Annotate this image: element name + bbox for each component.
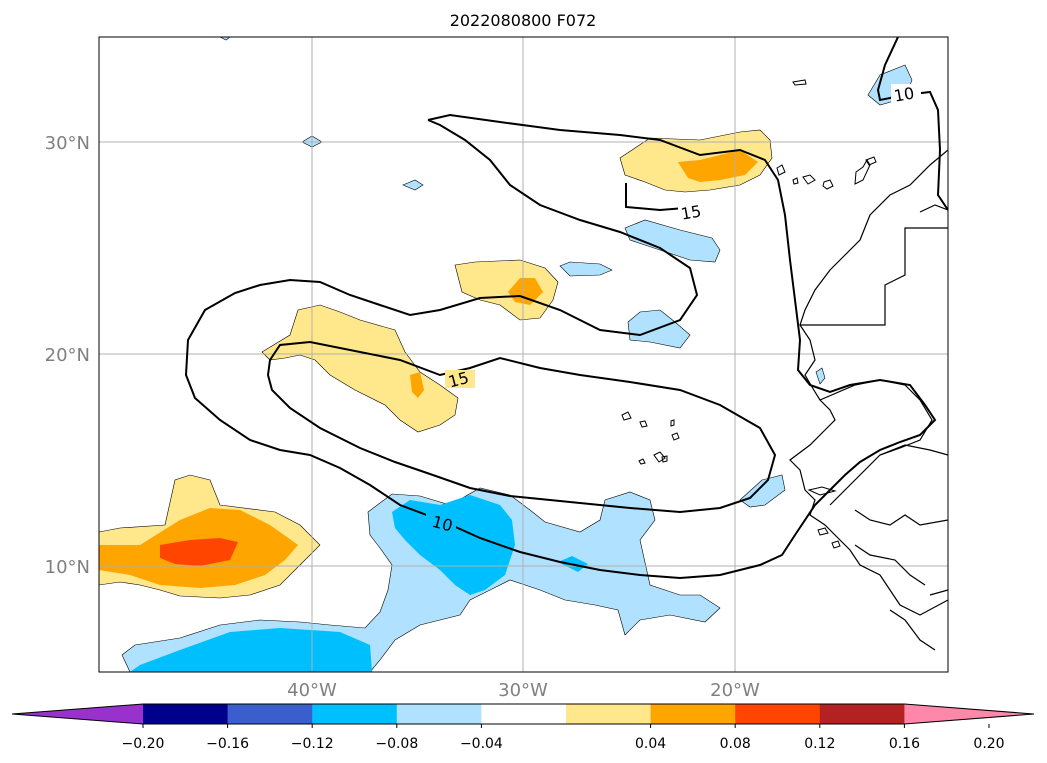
- lon-label-40w: 40°W: [287, 680, 337, 701]
- lat-label-30n: 30°N: [45, 133, 90, 154]
- map-panel: 15 15 10 10: [99, 37, 948, 672]
- colorbar-tick-label: −0.08: [375, 736, 418, 752]
- colorbar-tick-label: 0.16: [889, 736, 920, 752]
- colorbar-segment: [143, 704, 229, 724]
- colorbar-tick-label: −0.16: [206, 736, 249, 752]
- gridlines: [99, 37, 948, 672]
- colorbar-tick-label: 0.08: [720, 736, 751, 752]
- colorbar-segment: [650, 704, 736, 724]
- colorbar-segment: [312, 704, 398, 724]
- colorbar-segment: [735, 704, 821, 724]
- contour-label-group: 15 15 10 10: [426, 83, 921, 535]
- colorbar-tick-label: 0.12: [804, 736, 835, 752]
- colorbar-tick-label: −0.04: [460, 736, 503, 752]
- colorbar-tick-label: 0.04: [635, 736, 666, 752]
- lat-label-10n: 10°N: [45, 557, 90, 578]
- islands: [621, 79, 877, 549]
- contour-label-10-south: 10: [430, 512, 455, 536]
- colorbar-segment: [566, 704, 652, 724]
- positive-anomaly-fill-red: [160, 538, 238, 566]
- figure-title: 2022080800 F072: [450, 11, 597, 30]
- longitude-labels: 40°W 30°W 20°W: [287, 680, 760, 701]
- latitude-labels: 30°N 20°N 10°N: [45, 133, 90, 578]
- contour-label-10-north: 10: [892, 83, 915, 105]
- colorbar-tick-label: −0.20: [122, 736, 165, 752]
- colorbar: −0.20 −0.16 −0.12 −0.08 −0.04 0.04 0.08 0.12 0.1…: [11, 703, 1035, 752]
- colorbar-segment: [481, 704, 567, 724]
- colorbar-tick-label: 0.20: [973, 736, 1004, 752]
- map-frame: [98, 36, 949, 673]
- contour-label-15-north: 15: [679, 201, 702, 223]
- colorbar-extend-min: [12, 704, 143, 724]
- colorbar-segment: [396, 704, 482, 724]
- contour-label-15-south: 15: [446, 368, 471, 392]
- lon-label-20w: 20°W: [710, 680, 760, 701]
- colorbar-tick-label: −0.12: [291, 736, 334, 752]
- colorbar-extend-max: [904, 704, 1034, 724]
- colorbar-segment: [227, 704, 313, 724]
- lon-label-30w: 30°W: [498, 680, 548, 701]
- lat-label-20n: 20°N: [45, 345, 90, 366]
- colorbar-segment: [819, 704, 905, 724]
